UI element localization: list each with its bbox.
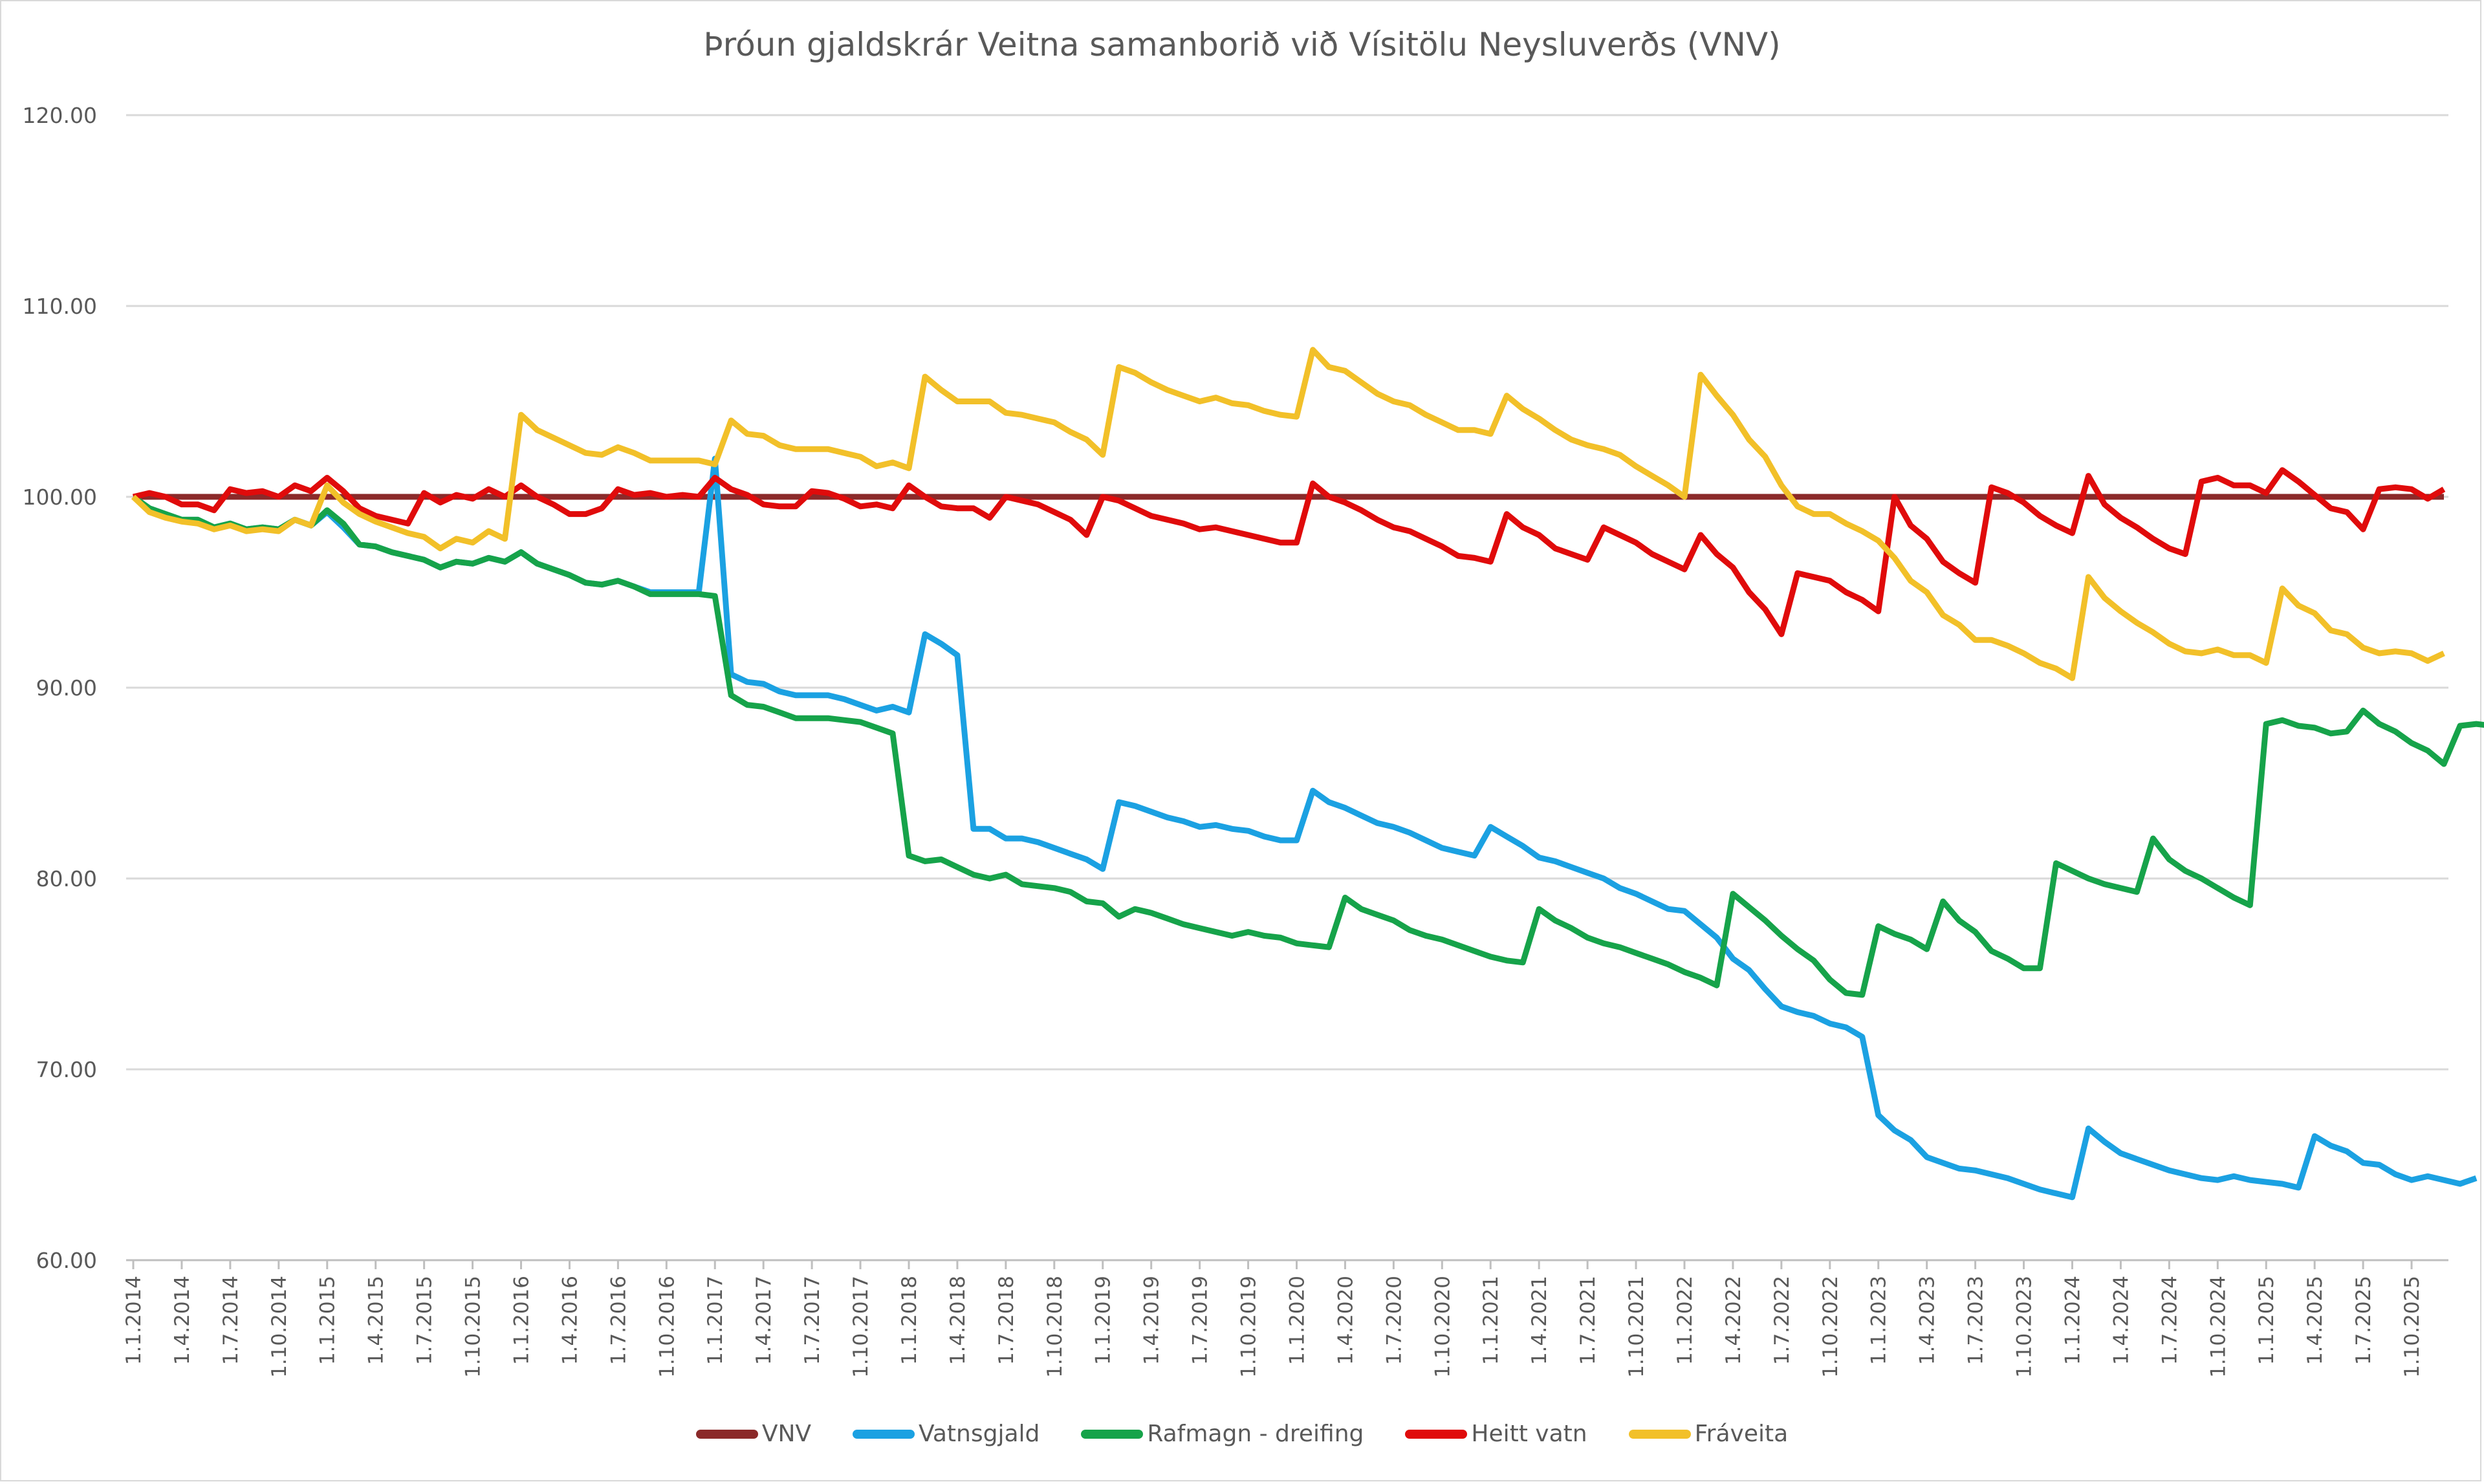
x-tick-label: 1.1.2018 xyxy=(898,1276,921,1365)
y-tick-label: 70.00 xyxy=(36,1057,97,1082)
series-lines xyxy=(131,347,2484,1201)
legend-swatch xyxy=(1628,1429,1691,1439)
legend-label: Fráveita xyxy=(1694,1421,1789,1447)
y-axis-ticks: 60.00 70.00 80.00 90.00 100.00 110.00 120.00 xyxy=(23,103,97,1273)
x-tick-label: 1.1.2016 xyxy=(510,1276,533,1365)
y-tick-label: 80.00 xyxy=(36,866,97,891)
series-line-rafmagn-dreifing xyxy=(131,494,2484,998)
x-tick-label: 1.10.2016 xyxy=(655,1276,679,1378)
x-tick-label: 1.7.2024 xyxy=(2158,1276,2181,1365)
x-tick-label: 1.7.2016 xyxy=(607,1276,630,1365)
x-tick-label: 1.7.2022 xyxy=(1770,1276,1794,1365)
x-tick-label: 1.10.2023 xyxy=(2013,1276,2036,1378)
x-tick-label: 1.10.2022 xyxy=(1819,1276,1842,1378)
x-tick-label: 1.4.2024 xyxy=(2109,1276,2133,1365)
y-tick-label: 100.00 xyxy=(23,485,97,510)
chart-title: Þróun gjaldskrár Veitna samanborið við V… xyxy=(703,26,1781,63)
x-tick-label: 1.10.2019 xyxy=(1237,1276,1261,1378)
x-tick-label: 1.7.2015 xyxy=(413,1276,437,1365)
series-line-vatnsgjald xyxy=(131,455,2478,1201)
x-tick-label: 1.1.2025 xyxy=(2255,1276,2278,1365)
legend-label: Rafmagn - dreifing xyxy=(1147,1421,1364,1447)
x-tick-label: 1.1.2022 xyxy=(1673,1276,1697,1365)
legend-item: Rafmagn - dreifing xyxy=(1081,1421,1364,1447)
x-tick-label: 1.4.2016 xyxy=(558,1276,582,1365)
x-tick-label: 1.10.2025 xyxy=(2401,1276,2424,1378)
x-tick-label: 1.1.2020 xyxy=(1285,1276,1309,1365)
x-tick-label: 1.7.2023 xyxy=(1965,1276,1988,1365)
x-tick-label: 1.4.2019 xyxy=(1140,1276,1164,1365)
x-tick-label: 1.7.2021 xyxy=(1576,1276,1600,1365)
y-tick-label: 110.00 xyxy=(23,294,97,319)
x-tick-label: 1.1.2024 xyxy=(2061,1276,2084,1365)
x-tick-label: 1.10.2021 xyxy=(1625,1276,1648,1378)
legend-swatch xyxy=(1405,1429,1468,1439)
x-tick-label: 1.1.2019 xyxy=(1092,1276,1115,1365)
series-line-fr-veita xyxy=(131,347,2445,681)
x-tick-label: 1.4.2017 xyxy=(752,1276,776,1365)
x-tick-label: 1.7.2018 xyxy=(995,1276,1018,1365)
x-tick-label: 1.10.2014 xyxy=(268,1276,291,1378)
x-tick-label: 1.1.2017 xyxy=(704,1276,727,1365)
x-axis: 1.1.2014 1.4.2014 1.7.2014 1.10.2014 1.1.201… xyxy=(122,1260,2424,1378)
legend-label: VNV xyxy=(761,1421,812,1447)
x-tick-label: 1.4.2014 xyxy=(171,1276,194,1365)
x-tick-label: 1.4.2023 xyxy=(1916,1276,1939,1365)
legend-item: Vatnsgjald xyxy=(853,1421,1040,1447)
x-tick-label: 1.10.2017 xyxy=(849,1276,873,1378)
legend-swatch xyxy=(1081,1429,1144,1439)
y-tick-label: 90.00 xyxy=(36,675,97,701)
x-tick-label: 1.10.2018 xyxy=(1043,1276,1067,1378)
x-tick-label: 1.4.2020 xyxy=(1334,1276,1357,1365)
gridlines xyxy=(126,114,2448,1261)
x-tick-label: 1.10.2020 xyxy=(1431,1276,1454,1378)
legend: VNV Vatnsgjald Rafmagn - dreifing Heitt vat… xyxy=(0,1421,2484,1447)
x-tick-label: 1.4.2015 xyxy=(365,1276,388,1365)
legend-swatch xyxy=(853,1429,915,1439)
legend-item: VNV xyxy=(695,1421,812,1447)
legend-swatch xyxy=(695,1429,758,1439)
x-tick-label: 1.7.2014 xyxy=(219,1276,243,1365)
x-tick-label: 1.1.2021 xyxy=(1479,1276,1503,1365)
x-tick-label: 1.4.2022 xyxy=(1722,1276,1745,1365)
x-tick-label: 1.10.2024 xyxy=(2206,1276,2230,1378)
x-tick-label: 1.1.2014 xyxy=(122,1276,146,1365)
series-line-heitt-vatn xyxy=(132,467,2446,637)
x-tick-label: 1.1.2015 xyxy=(316,1276,340,1365)
y-tick-label: 120.00 xyxy=(23,103,97,128)
x-tick-label: 1.1.2023 xyxy=(1868,1276,1891,1365)
legend-label: Heitt vatn xyxy=(1471,1421,1587,1447)
x-tick-label: 1.7.2019 xyxy=(1189,1276,1212,1365)
y-tick-label: 60.00 xyxy=(36,1248,97,1273)
x-tick-label: 1.7.2017 xyxy=(801,1276,824,1365)
x-tick-label: 1.4.2025 xyxy=(2304,1276,2327,1365)
x-tick-label: 1.4.2021 xyxy=(1528,1276,1551,1365)
x-tick-label: 1.7.2020 xyxy=(1382,1276,1406,1365)
legend-item: Fráveita xyxy=(1628,1421,1789,1447)
x-tick-label: 1.4.2018 xyxy=(946,1276,970,1365)
x-tick-label: 1.7.2025 xyxy=(2352,1276,2375,1365)
legend-item: Heitt vatn xyxy=(1405,1421,1587,1447)
legend-label: Vatnsgjald xyxy=(919,1421,1040,1447)
x-tick-label: 1.10.2015 xyxy=(462,1276,485,1378)
